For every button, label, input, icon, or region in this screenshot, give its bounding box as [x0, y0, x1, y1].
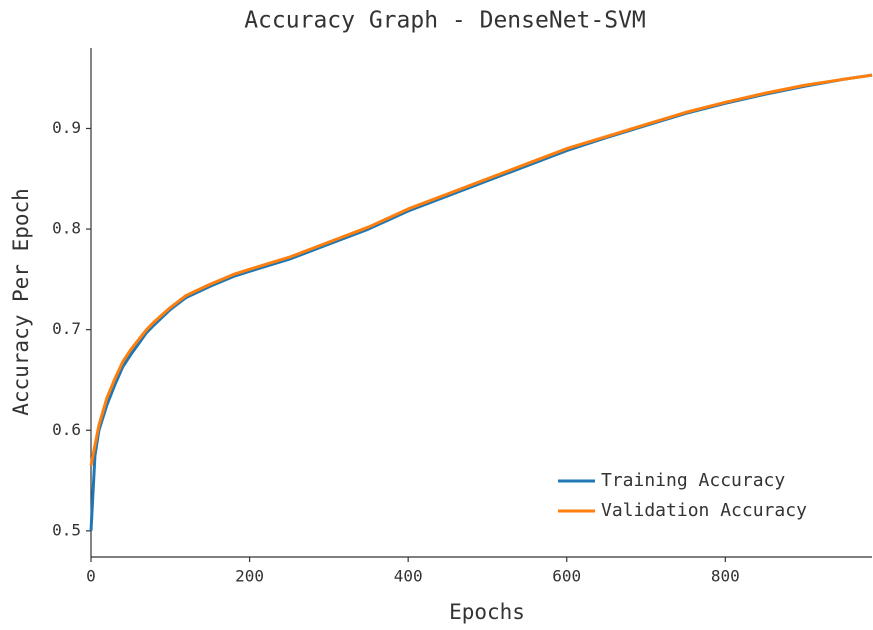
- x-tick-label: 800: [711, 567, 740, 586]
- chart-title: Accuracy Graph - DenseNet-SVM: [244, 8, 646, 34]
- y-axis-label: Accuracy Per Epoch: [9, 188, 33, 416]
- legend-label: Validation Accuracy: [601, 500, 807, 521]
- legend-label: Training Accuracy: [601, 470, 785, 491]
- y-tick-label: 0.8: [52, 219, 81, 238]
- line-series: [89, 73, 873, 466]
- line-series: [89, 73, 873, 531]
- x-tick-label: 400: [394, 567, 423, 586]
- y-tick-label: 0.7: [52, 319, 81, 338]
- y-tick-label: 0.5: [52, 520, 81, 539]
- x-axis-label: Epochs: [449, 600, 525, 624]
- x-tick-label: 0: [86, 567, 96, 586]
- x-tick-label: 600: [552, 567, 581, 586]
- y-tick-label: 0.6: [52, 420, 81, 439]
- x-tick-label: 200: [235, 567, 264, 586]
- y-tick-label: 0.9: [52, 118, 81, 137]
